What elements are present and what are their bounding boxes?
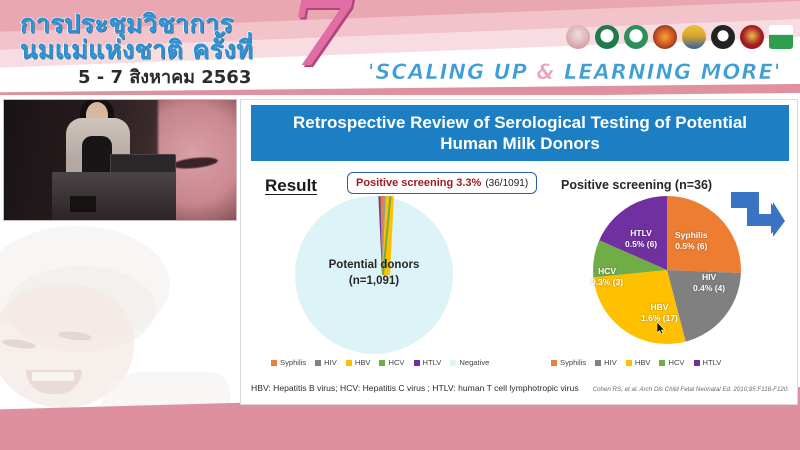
label-hiv-name: HIV [701, 272, 717, 282]
child-watermark-photo [0, 222, 240, 430]
legend2-label-htlv: HTLV [702, 358, 722, 367]
label-htlv-value: 0.5% (6) [625, 238, 658, 249]
right-pie-label-hcv: HCV 0.3% (3) [591, 266, 623, 287]
label-htlv-name: HTLV [630, 228, 652, 238]
legend2-swatch-hiv [595, 359, 602, 366]
legend-swatch-hbv [345, 359, 352, 366]
legend2-item-htlv: HTLV [693, 358, 722, 367]
right-pie-label-htlv: HTLV 0.5% (6) [625, 228, 657, 249]
legend-item-hbv: HBV [345, 358, 371, 367]
right-chart-legend: Syphilis HIV HBV HCV HTLV [551, 358, 721, 367]
conference-date-thai: 5 - 7 สิงหาคม 2563 [78, 67, 252, 88]
logo-orange-crest-icon [653, 25, 677, 49]
result-heading: Result [265, 176, 317, 195]
slide-footnote-row: HBV: Hepatitis B virus; HCV: Hepatitis C… [251, 383, 789, 393]
legend-label-hiv: HIV [324, 358, 337, 367]
reference-citation: Cohen RS, et al. Arch Dis Child Fetal Ne… [592, 386, 789, 393]
legend-label-hbv: HBV [354, 358, 371, 367]
legend-swatch-hiv [315, 359, 322, 366]
label-hbv-value: 1.6% (17) [641, 312, 678, 323]
logo-green-emblem-2-icon [624, 25, 648, 49]
left-chart-legend: Syphilis HIV HBV HCV HTLV Negative [271, 358, 489, 367]
left-pie-center-line2: (n=1,091) [348, 274, 400, 287]
presentation-slide: Retrospective Review of Serological Test… [240, 99, 798, 405]
legend-label-syphilis: Syphilis [280, 358, 307, 367]
logo-red-crest-icon [740, 25, 764, 49]
callout-highlight-text: Positive screening 3.3% [356, 177, 482, 189]
slide-title: Retrospective Review of Serological Test… [251, 105, 789, 161]
watermark-fade-overlay [0, 222, 240, 430]
legend-item-syphilis: Syphilis [271, 358, 306, 367]
left-pie-center-label: Potential donors (n=1,091) [295, 258, 453, 289]
mouse-cursor-icon [657, 322, 666, 334]
legend2-label-syphilis: Syphilis [560, 358, 587, 367]
speaker-shirt [82, 136, 112, 178]
podium-laptop [110, 154, 176, 174]
legend2-swatch-syphilis [551, 359, 557, 366]
legend-item-negative: Negative [450, 358, 489, 367]
speaker-video-feed[interactable] [3, 99, 237, 221]
right-positive-pie-chart: Syphilis 0.5% (6) HIV 0.4% (4) HBV 1.6% … [577, 196, 777, 346]
podium-nameplate [70, 196, 96, 212]
label-hiv-value: 0.4% (4) [693, 282, 726, 293]
conference-edition-number: 7 [288, 0, 355, 88]
right-pie-label-hiv: HIV 0.4% (4) [693, 272, 725, 293]
sponsor-logo-row [566, 25, 793, 49]
legend-item-hiv: HIV [315, 358, 337, 367]
legend-label-negative: Negative [459, 358, 490, 367]
legend2-item-hbv: HBV [625, 358, 651, 367]
label-hbv-name: HBV [650, 302, 669, 312]
left-pie-negative-slice [295, 196, 453, 354]
legend2-swatch-htlv [693, 359, 700, 366]
callout-detail-text: (36/1091) [485, 177, 529, 189]
legend-swatch-negative [450, 359, 457, 366]
legend2-swatch-hcv [659, 359, 666, 366]
right-pie-title: Positive screening (n=36) [561, 178, 713, 192]
legend-swatch-syphilis [271, 359, 277, 366]
logo-royal-crest-icon [682, 25, 706, 49]
conference-title-thai-line1: การประชุมวิชาการ [19, 8, 234, 38]
tagline-part1: 'SCALING UP [368, 60, 537, 85]
legend2-label-hcv: HCV [668, 358, 685, 367]
logo-dark-circle-icon [711, 25, 735, 49]
legend2-label-hiv: HIV [604, 358, 617, 367]
legend-label-htlv: HTLV [422, 358, 442, 367]
left-donor-pie-chart: Potential donors (n=1,091) [279, 195, 489, 356]
legend2-label-hbv: HBV [634, 358, 651, 367]
legend-item-hcv: HCV [379, 358, 405, 367]
right-pie-label-syphilis: Syphilis 0.5% (6) [675, 230, 708, 251]
logo-royal-seal-icon [566, 25, 590, 49]
label-hcv-value: 0.3% (3) [591, 276, 624, 287]
logo-green-emblem-1-icon [595, 25, 619, 49]
logo-thaihealth-icon [769, 25, 793, 49]
right-pie-slice-syphilis[interactable] [667, 196, 741, 273]
conference-tagline: 'SCALING UP & LEARNING MORE' [368, 60, 782, 85]
label-syphilis-value: 0.5% (6) [675, 240, 708, 251]
right-pie-disc [593, 196, 741, 344]
legend-label-hcv: HCV [388, 358, 405, 367]
label-syphilis-name: Syphilis [675, 230, 708, 240]
label-hcv-name: HCV [598, 266, 617, 276]
legend2-item-hiv: HIV [595, 358, 617, 367]
tagline-ampersand: & [536, 60, 556, 85]
left-pie-center-line1: Potential donors [328, 259, 420, 271]
right-pie-label-hbv: HBV 1.6% (17) [641, 302, 678, 323]
legend-swatch-hcv [379, 359, 386, 366]
tagline-part2: LEARNING MORE' [555, 60, 782, 85]
legend2-item-hcv: HCV [659, 358, 685, 367]
flow-arrow-icon [731, 187, 785, 236]
conference-header-banner: การประชุมวิชาการ นมแม่แห่งชาติ ครั้งที่ … [0, 0, 800, 95]
legend-item-htlv: HTLV [413, 358, 442, 367]
conference-title-thai-line2: นมแม่แห่งชาติ ครั้งที่ [19, 34, 254, 64]
positive-screening-callout: Positive screening 3.3% (36/1091) [347, 172, 538, 194]
legend2-item-syphilis: Syphilis [551, 358, 586, 367]
legend-swatch-htlv [413, 359, 420, 366]
abbreviation-footnote: HBV: Hepatitis B virus; HCV: Hepatitis C… [251, 383, 579, 393]
legend2-swatch-hbv [625, 359, 632, 366]
